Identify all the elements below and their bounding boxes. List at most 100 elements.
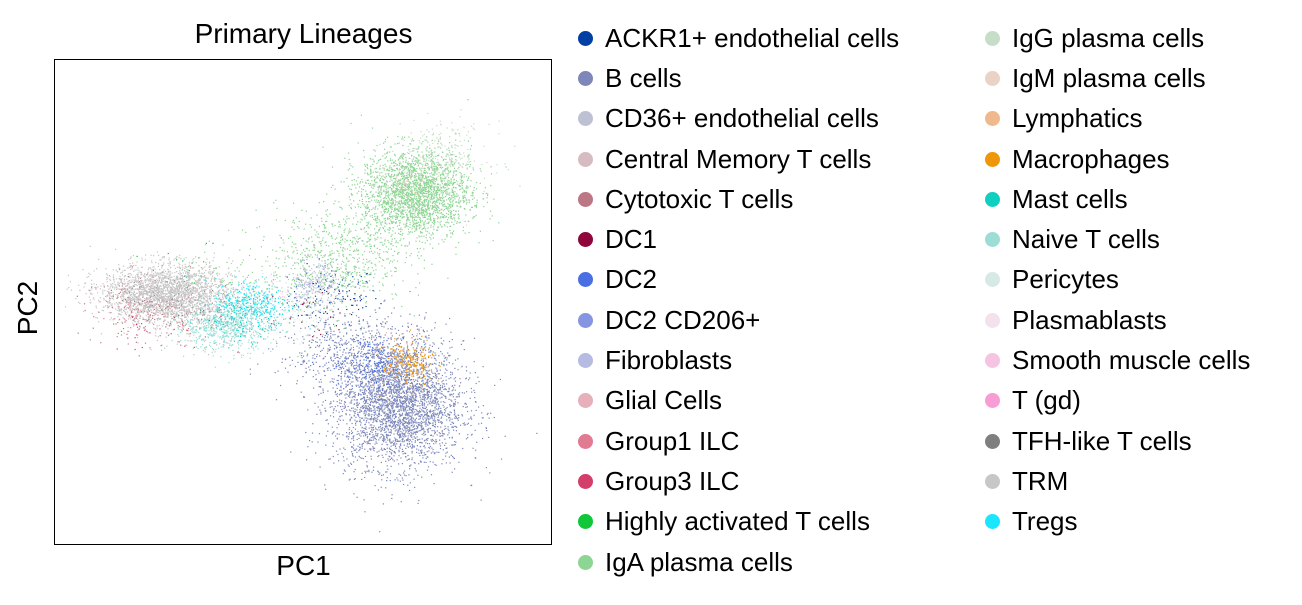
scatter-point [303, 268, 306, 270]
scatter-point [417, 338, 419, 340]
scatter-point [426, 388, 428, 391]
scatter-point [295, 283, 297, 285]
scatter-point [297, 315, 299, 317]
scatter-point [364, 385, 366, 387]
scatter-point [347, 369, 349, 371]
scatter-point [379, 426, 381, 428]
scatter-point [344, 327, 346, 329]
scatter-point [391, 426, 393, 428]
scatter-point [397, 386, 399, 388]
scatter-point [351, 377, 353, 379]
scatter-point [368, 440, 371, 442]
scatter-point [454, 403, 456, 405]
scatter-point [480, 422, 483, 424]
scatter-point [381, 393, 383, 396]
scatter-point [333, 305, 335, 307]
scatter-point [395, 406, 397, 408]
scatter-point [136, 314, 138, 316]
scatter-point [406, 422, 408, 424]
scatter-point [348, 433, 350, 435]
scatter-point [382, 367, 384, 369]
scatter-point [399, 384, 401, 386]
scatter-point [202, 294, 204, 296]
scatter-point [355, 377, 357, 379]
scatter-point [136, 324, 138, 326]
scatter-point [448, 362, 450, 364]
scatter-point [364, 341, 366, 343]
scatter-point [407, 413, 409, 415]
scatter-point [320, 350, 322, 352]
scatter-point [414, 486, 416, 488]
scatter-point [193, 354, 195, 356]
scatter-point [391, 362, 393, 364]
scatter-point [403, 395, 405, 398]
scatter-point [380, 430, 382, 433]
scatter-point [436, 434, 438, 436]
scatter-point [435, 439, 437, 441]
scatter-point [260, 307, 263, 309]
scatter-point [362, 387, 364, 389]
scatter-point [106, 300, 108, 302]
scatter-point [433, 355, 435, 357]
scatter-point [345, 356, 347, 358]
scatter-point [112, 295, 114, 297]
scatter-point [320, 378, 322, 381]
scatter-point [399, 392, 401, 394]
scatter-point [449, 405, 451, 408]
scatter-point [446, 364, 448, 366]
scatter-point [398, 386, 400, 388]
scatter-point [412, 395, 414, 397]
scatter-point [337, 357, 339, 359]
scatter-point [341, 382, 343, 384]
scatter-point [357, 430, 359, 433]
scatter-point [445, 396, 447, 398]
scatter-point [391, 416, 393, 418]
scatter-point [472, 447, 474, 449]
scatter-point [396, 377, 398, 379]
scatter-point [390, 414, 392, 416]
scatter-point [387, 405, 389, 407]
scatter-point [360, 435, 362, 437]
scatter-point [315, 315, 317, 317]
scatter-point [243, 300, 245, 303]
scatter-point [406, 440, 408, 442]
scatter-point [385, 401, 388, 403]
scatter-point [408, 398, 410, 400]
scatter-point [373, 371, 375, 373]
scatter-point [388, 414, 390, 416]
scatter-point [320, 285, 322, 288]
scatter-point [389, 418, 391, 420]
scatter-point [444, 410, 447, 412]
scatter-point [380, 409, 382, 411]
scatter-point [326, 367, 328, 370]
scatter-point [433, 390, 435, 392]
scatter-point [314, 272, 316, 274]
scatter-point [204, 336, 206, 338]
scatter-point [368, 325, 370, 327]
scatter-point [116, 296, 119, 298]
scatter-point [423, 434, 425, 436]
scatter-point [378, 356, 380, 358]
scatter-point [355, 384, 357, 386]
scatter-point [314, 326, 316, 328]
scatter-point [397, 382, 399, 384]
scatter-point [380, 421, 382, 423]
scatter-point [353, 341, 355, 343]
scatter-point [305, 291, 308, 293]
scatter-point [181, 323, 184, 326]
scatter-point [363, 345, 365, 348]
scatter-point [402, 333, 404, 335]
scatter-point [427, 385, 429, 387]
scatter-point [382, 343, 384, 345]
scatter-point [362, 348, 365, 350]
scatter-point [403, 386, 406, 388]
scatter-point [393, 399, 395, 401]
scatter-point [387, 361, 389, 363]
scatter-point [390, 388, 392, 391]
scatter-point [405, 403, 407, 405]
scatter-point [422, 421, 424, 424]
scatter-point [375, 418, 377, 420]
scatter-point [371, 418, 373, 420]
scatter-point [380, 335, 382, 338]
scatter-point [138, 289, 140, 291]
